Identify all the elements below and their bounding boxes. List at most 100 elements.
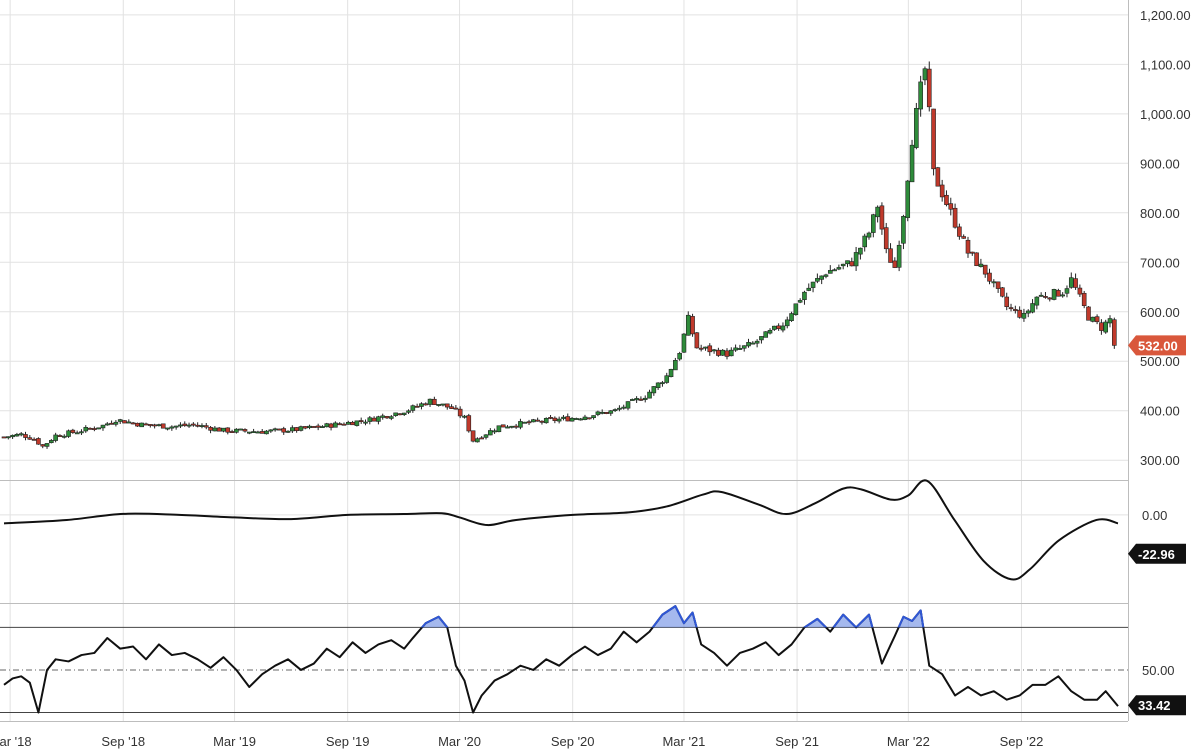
candle <box>1107 315 1113 328</box>
candle <box>1081 290 1087 309</box>
candle <box>827 265 833 274</box>
candle-body <box>509 425 515 428</box>
candle-body <box>165 427 170 430</box>
candle <box>1000 287 1005 298</box>
candle-body <box>320 426 325 428</box>
candle-body <box>961 236 966 239</box>
candle-body <box>36 438 41 445</box>
candle <box>582 414 588 421</box>
candle <box>840 263 846 270</box>
candle <box>793 303 799 316</box>
x-tick-label: Sep '20 <box>551 734 595 749</box>
rsi-overbought-fill <box>833 614 857 628</box>
candle-body <box>1043 296 1048 298</box>
candle-body <box>655 382 661 388</box>
candle-body <box>539 420 545 423</box>
candle-body <box>630 399 635 401</box>
candle <box>707 343 713 356</box>
candle-body <box>522 421 528 424</box>
candle <box>888 243 893 263</box>
candle <box>961 234 966 239</box>
candle-body <box>677 353 682 360</box>
candle <box>113 420 119 427</box>
candle <box>539 420 545 425</box>
rsi-panel <box>3 605 1119 714</box>
candle <box>599 409 605 415</box>
candle-body <box>866 232 872 238</box>
grid-layer <box>0 0 1129 722</box>
candle-body <box>457 408 463 417</box>
candle-body <box>969 251 975 254</box>
candle-body <box>1025 310 1031 314</box>
candle-body <box>1051 289 1057 300</box>
candle <box>733 344 738 352</box>
candle <box>203 422 209 430</box>
candle <box>363 419 368 426</box>
candle <box>492 428 497 434</box>
candle <box>126 419 132 424</box>
candle <box>298 425 304 432</box>
candle <box>358 417 364 424</box>
candle <box>668 368 674 378</box>
candle-body <box>1099 322 1104 331</box>
rsi-last-badge: 33.42 <box>1128 695 1186 716</box>
candle <box>79 429 84 435</box>
candle-body <box>169 426 175 429</box>
candle <box>896 240 902 272</box>
candle-body <box>92 428 97 430</box>
candle-body <box>255 431 261 434</box>
candle-body <box>414 405 420 408</box>
candle-body <box>741 345 747 349</box>
candle-body <box>109 422 114 425</box>
candle-body <box>384 416 390 419</box>
candle <box>1 436 7 439</box>
candle <box>122 420 127 424</box>
candle-body <box>1103 321 1109 333</box>
candle-body <box>724 350 730 357</box>
candle <box>449 404 454 409</box>
candle <box>410 404 416 413</box>
candle-body <box>298 426 304 431</box>
candle <box>548 414 553 420</box>
candle-body <box>832 269 837 272</box>
candle <box>294 427 299 433</box>
candle-body <box>664 375 670 383</box>
candle <box>673 357 678 371</box>
candle-body <box>642 397 648 400</box>
candle-body <box>341 423 347 426</box>
x-tick-label: Mar '18 <box>0 734 32 749</box>
candle <box>901 214 906 250</box>
candle <box>238 428 243 431</box>
candle <box>371 416 377 422</box>
candle <box>40 444 46 449</box>
rsi-overbought-fill <box>804 618 826 628</box>
rsi-line-overbought <box>420 605 925 628</box>
x-tick-label: Mar '20 <box>438 734 481 749</box>
candle <box>380 413 386 420</box>
candle-body <box>436 404 441 406</box>
candle-body <box>883 227 889 250</box>
x-tick-label: Sep '18 <box>101 734 145 749</box>
candle-body <box>462 415 467 418</box>
oscillator-line <box>3 479 1119 581</box>
candle <box>720 349 725 356</box>
candle <box>518 418 523 430</box>
candle-body <box>70 429 76 433</box>
candle <box>1099 319 1104 335</box>
candle-body <box>505 426 510 429</box>
candle-body <box>1 436 7 439</box>
candle-body <box>599 411 605 414</box>
candle-body <box>242 429 248 432</box>
candle-body <box>638 398 644 401</box>
candle-body <box>548 417 553 419</box>
candle-body <box>535 419 540 422</box>
candle-body <box>586 417 592 420</box>
candle <box>849 257 855 267</box>
candle-body <box>561 416 566 419</box>
candle <box>70 428 76 434</box>
candle <box>531 418 536 423</box>
candle-body <box>500 424 506 428</box>
candle-body <box>965 239 971 254</box>
candle <box>918 75 923 117</box>
